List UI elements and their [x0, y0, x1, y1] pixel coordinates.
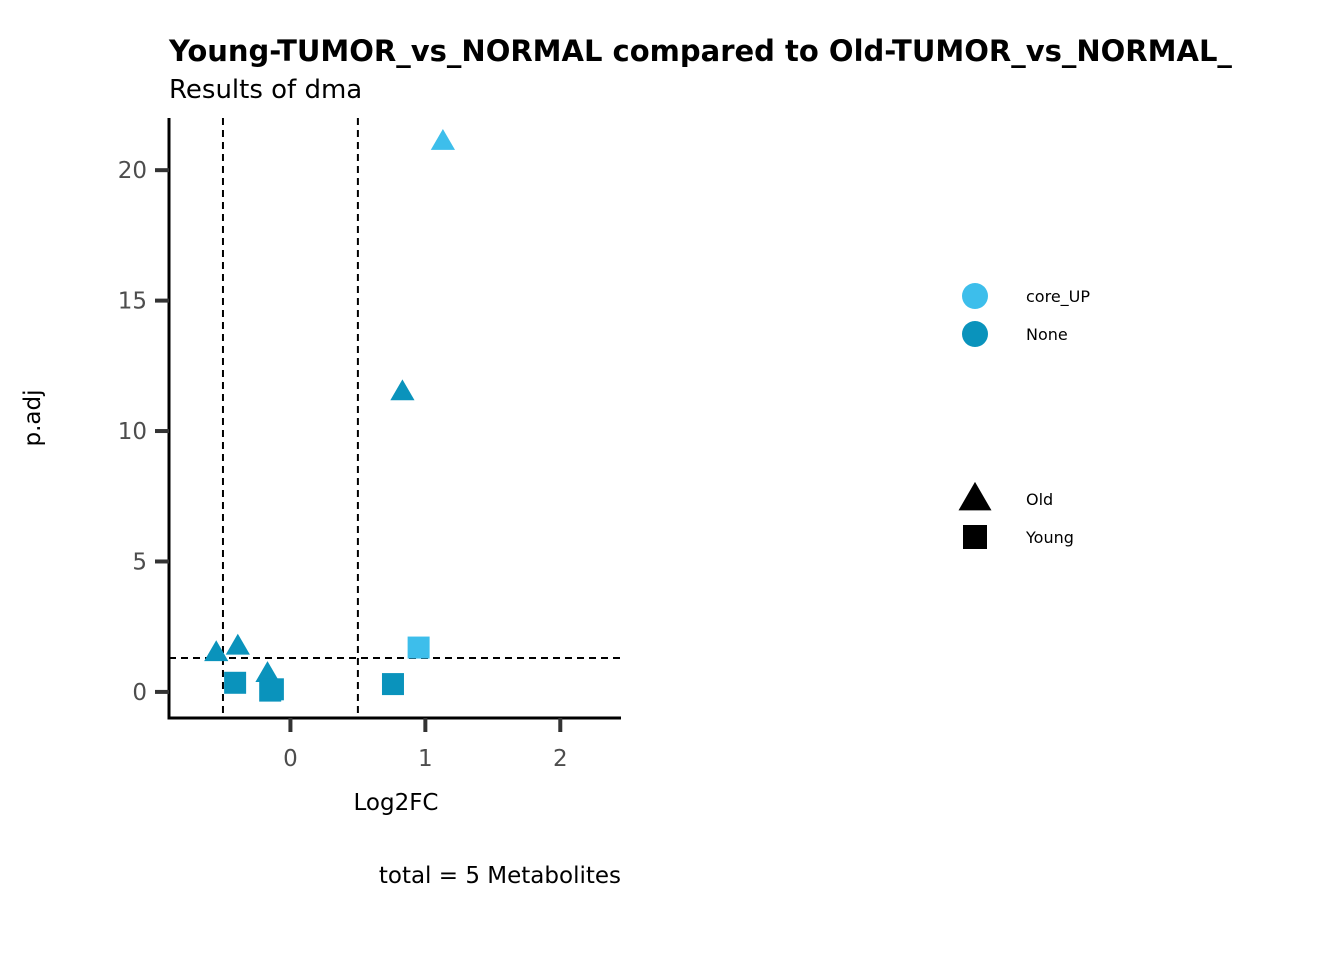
point-triangle — [390, 379, 415, 401]
legend-shape-label: Old — [1026, 490, 1053, 509]
x-tick-label: 2 — [553, 746, 568, 772]
legend: core_UP None Old Young — [958, 283, 1090, 549]
y-tick-label: 15 — [118, 289, 147, 315]
y-axis-title: p.adj — [20, 390, 46, 447]
legend-color-label: None — [1026, 325, 1068, 344]
x-tick-label: 0 — [283, 746, 298, 772]
reference-lines — [169, 118, 621, 718]
point-square — [224, 671, 247, 694]
data-points — [204, 128, 455, 702]
legend-shape-label: Young — [1025, 528, 1074, 547]
y-tick-label: 10 — [118, 419, 147, 445]
legend-shape-key — [958, 481, 992, 511]
point-triangle — [204, 640, 229, 662]
chart-subtitle: Results of dma — [169, 75, 362, 105]
y-tick-label: 0 — [132, 680, 147, 706]
point-triangle — [225, 633, 250, 655]
y-tick-label: 20 — [118, 158, 147, 184]
point-square — [407, 636, 430, 659]
x-tick-label: 1 — [418, 746, 433, 772]
chart-title: Young-TUMOR_vs_NORMAL compared to Old-TU… — [168, 34, 1232, 68]
legend-shape-key — [963, 525, 987, 549]
point-triangle — [430, 128, 455, 150]
legend-color-label: core_UP — [1026, 287, 1090, 307]
legend-color-key — [962, 321, 988, 347]
axes: 0 5 10 15 20 0 1 2 — [118, 118, 621, 772]
x-axis-title: Log2FC — [353, 790, 438, 816]
point-square — [259, 679, 282, 702]
y-tick-label: 5 — [132, 549, 147, 575]
legend-color-key — [962, 283, 988, 309]
point-square — [381, 673, 404, 696]
chart-caption: total = 5 Metabolites — [379, 863, 621, 889]
point-triangle — [255, 661, 280, 683]
